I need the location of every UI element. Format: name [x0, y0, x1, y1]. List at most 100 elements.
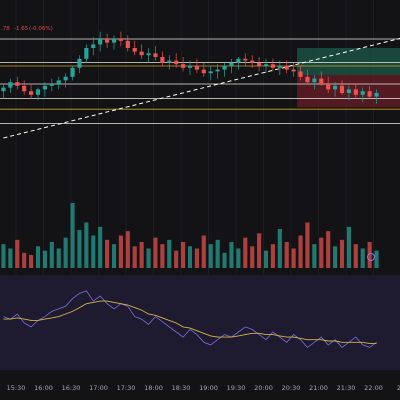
volume-bar: [105, 239, 110, 268]
volume-bar: [243, 237, 248, 268]
candle-body: [167, 60, 172, 63]
candle-body: [105, 39, 110, 43]
volume-bar: [326, 231, 331, 268]
candle-body: [229, 62, 234, 66]
candle-body: [146, 53, 151, 56]
candle-body: [153, 53, 158, 57]
rsi-ma-line: [3, 300, 377, 345]
candle-body: [91, 44, 96, 48]
candle-body: [367, 91, 372, 97]
dashed-trendline[interactable]: [3, 37, 400, 139]
candle-body: [360, 91, 365, 95]
volume-bar: [153, 237, 158, 268]
candle-body: [132, 48, 137, 52]
volume-bar: [160, 244, 165, 268]
candle-body: [257, 62, 262, 66]
candle-body: [98, 39, 103, 45]
candle-body: [194, 66, 199, 70]
volume-bar: [42, 250, 47, 268]
volume-bar: [194, 248, 199, 268]
volume-bar: [125, 231, 130, 268]
candle-body: [22, 85, 27, 92]
candle-body: [125, 40, 130, 48]
candle-body: [63, 76, 68, 81]
time-tick-label: 21:30: [337, 384, 356, 392]
volume-bar: [146, 248, 151, 268]
time-tick-label: 19:00: [199, 384, 218, 392]
time-tick-label: 17:30: [117, 384, 136, 392]
candle-body: [298, 71, 303, 77]
time-tick-label: 16:00: [34, 384, 53, 392]
volume-bar: [132, 246, 137, 268]
volume-bar: [63, 237, 68, 268]
volume-bar: [1, 244, 6, 268]
volume-bar: [22, 252, 27, 268]
time-axis[interactable]: 15:30 16:00 16:30 17:00 17:30 18:00 18:30 19:00…: [7, 384, 400, 392]
candle-body: [118, 39, 123, 41]
rsi-line: [3, 290, 377, 348]
time-tick-label: 21:00: [309, 384, 328, 392]
header-price-fragment: .78: [1, 26, 10, 32]
volume-bar: [8, 248, 13, 268]
candle-body: [181, 64, 186, 68]
candle-body: [15, 82, 20, 86]
volume-bar: [319, 237, 324, 268]
replay-marker-icon[interactable]: [367, 253, 375, 261]
candle-body: [201, 69, 206, 74]
volume-bar: [49, 242, 54, 268]
candle-body: [333, 85, 338, 90]
volume-bar: [270, 244, 275, 268]
candle-body: [263, 64, 269, 66]
header-change-percent: (-0.06%): [29, 26, 53, 32]
time-tick-label: 18:30: [172, 384, 191, 392]
volume-bar: [298, 235, 303, 268]
candle-body: [208, 71, 213, 74]
candle-body: [160, 57, 165, 63]
volume-bar: [15, 239, 20, 268]
volume-bar: [111, 244, 117, 268]
volume-bar: [118, 235, 123, 268]
candle-body: [305, 76, 310, 83]
volume-bar: [333, 246, 338, 268]
volume-bar: [346, 226, 351, 268]
volume-bar: [250, 246, 255, 268]
candle-body: [111, 39, 117, 43]
candle-body: [1, 87, 6, 92]
candle-body: [42, 85, 47, 90]
volume-bar: [98, 226, 103, 268]
candle-body: [250, 60, 255, 63]
horizontal-levels[interactable]: [0, 38, 400, 124]
volume-bar: [70, 203, 75, 268]
candle-body: [49, 84, 54, 86]
candle-body: [84, 48, 89, 59]
volume-bars: [1, 203, 379, 268]
volume-bar: [91, 235, 96, 268]
candle-body: [56, 80, 61, 84]
header-change: -1.65: [14, 26, 29, 32]
time-tick-label: 16:30: [62, 384, 81, 392]
volume-bar: [56, 248, 61, 268]
candle-body: [139, 51, 144, 56]
profit-zone[interactable]: [297, 48, 400, 75]
volume-bar: [367, 242, 372, 268]
volume-bar: [201, 235, 206, 268]
volume-bar: [353, 244, 358, 268]
volume-bar: [139, 242, 144, 268]
volume-bar: [291, 248, 296, 268]
rsi-panel[interactable]: [0, 275, 400, 370]
volume-bar: [187, 246, 193, 268]
volume-bar: [84, 222, 89, 268]
candle-body: [236, 58, 241, 63]
volume-bar: [277, 229, 282, 268]
candle-body: [326, 84, 331, 90]
candles: [1, 31, 379, 104]
candle-body: [277, 66, 282, 68]
trendline[interactable]: [3, 37, 400, 139]
candle-body: [187, 66, 193, 68]
volume-bar: [35, 246, 41, 268]
candle-body: [291, 69, 296, 72]
time-tick-label: 20:00: [254, 384, 273, 392]
volume-bar: [312, 244, 317, 268]
